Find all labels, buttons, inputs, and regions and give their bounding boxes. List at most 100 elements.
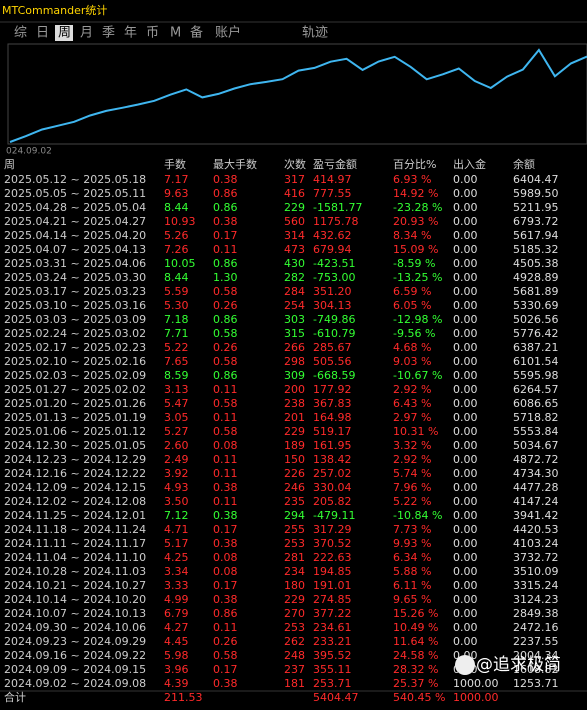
cell: 0.00: [453, 383, 478, 396]
cell: 6264.57: [513, 383, 559, 396]
cell: 266: [284, 341, 305, 354]
cell: 254: [284, 299, 305, 312]
cell: 4872.72: [513, 453, 559, 466]
cell: 0.00: [453, 453, 478, 466]
cell: 2025.03.10 ~ 2025.03.16: [4, 299, 146, 312]
cell: 416: [284, 187, 305, 200]
cell: 0.00: [453, 565, 478, 578]
chart-frame: [7, 43, 587, 145]
cell: 253.71: [313, 677, 352, 690]
cell: 6.59 %: [393, 285, 431, 298]
cell: 2024.10.28 ~ 2024.11.03: [4, 565, 146, 578]
cell: 0.00: [453, 285, 478, 298]
total-cell: 540.45 %: [393, 691, 445, 704]
cell: 303: [284, 313, 305, 326]
total-cell: 211.53: [164, 691, 203, 704]
cell: 0.38: [213, 481, 238, 494]
tab[interactable]: 币: [146, 26, 159, 41]
cell: 138.42: [313, 453, 352, 466]
cell: 8.44: [164, 201, 189, 214]
tab[interactable]: 备: [190, 25, 203, 41]
cell: 3.96: [164, 663, 189, 676]
tab[interactable]: 周: [58, 26, 71, 41]
cell: 5989.50: [513, 187, 559, 200]
cell: 3.50: [164, 495, 189, 508]
cell: 5.17: [164, 537, 189, 550]
cell: 3732.72: [513, 551, 559, 564]
cell: 5681.89: [513, 285, 559, 298]
cell: 2.49: [164, 453, 189, 466]
cell: 161.95: [313, 439, 352, 452]
cell: 2024.09.02 ~ 2024.09.08: [4, 677, 146, 690]
cell: -8.59 %: [393, 257, 435, 270]
cell: 7.26: [164, 243, 189, 256]
cell: 0.00: [453, 523, 478, 536]
cell: 0.11: [213, 243, 238, 256]
watermark-text: @追求极简: [476, 655, 561, 675]
cell: -10.84 %: [393, 509, 442, 522]
cell: 0.11: [213, 621, 238, 634]
cell: 2025.04.28 ~ 2025.05.04: [4, 201, 146, 214]
cell: 5.22: [164, 341, 189, 354]
cell: 2025.02.24 ~ 2025.03.02: [4, 327, 146, 340]
cell: 0.00: [453, 621, 478, 634]
cell: 2025.04.14 ~ 2025.04.20: [4, 229, 146, 242]
cell: 0.00: [453, 607, 478, 620]
total-cell: 5404.47: [313, 691, 359, 704]
tab[interactable]: 账户: [215, 25, 241, 41]
cell: 3.32 %: [393, 439, 431, 452]
cell: 4.45: [164, 635, 189, 648]
tab[interactable]: 季: [102, 26, 115, 41]
cell: 2024.12.23 ~ 2024.12.29: [4, 453, 146, 466]
cell: 229: [284, 425, 305, 438]
cell: 9.03 %: [393, 355, 431, 368]
tab[interactable]: 月: [80, 26, 93, 41]
cell: 5.27: [164, 425, 189, 438]
cell: 0.00: [453, 271, 478, 284]
cell: 2025.03.24 ~ 2025.03.30: [4, 271, 146, 284]
tab[interactable]: 日: [36, 26, 49, 41]
cell: 6404.47: [513, 173, 559, 186]
cell: -668.59: [313, 369, 355, 382]
cell: 285.67: [313, 341, 352, 354]
tab[interactable]: 轨迹: [302, 26, 328, 41]
cell: 7.18: [164, 313, 189, 326]
cell: 5.22 %: [393, 495, 431, 508]
cell: 4477.28: [513, 481, 559, 494]
cell: 2024.09.23 ~ 2024.09.29: [4, 635, 146, 648]
title: MTCommander统计: [2, 4, 107, 17]
cell: 4.99: [164, 593, 189, 606]
cell: 0.00: [453, 537, 478, 550]
cell: 0.00: [453, 229, 478, 242]
cell: 2025.01.13 ~ 2025.01.19: [4, 411, 146, 424]
cell: 0.08: [213, 439, 238, 452]
cell: 0.00: [453, 299, 478, 312]
cell: 8.34 %: [393, 229, 431, 242]
cell: 0.00: [453, 173, 478, 186]
cell: 0.86: [213, 187, 238, 200]
cell: 0.00: [453, 593, 478, 606]
cell: 274.85: [313, 593, 352, 606]
cell: 2024.09.09 ~ 2024.09.15: [4, 663, 146, 676]
cell: 2.92 %: [393, 383, 431, 396]
cell: 0.58: [213, 397, 238, 410]
cell: 395.52: [313, 649, 352, 662]
cell: 5.26: [164, 229, 189, 242]
tab[interactable]: 年: [124, 26, 137, 41]
cell: 11.64 %: [393, 635, 438, 648]
tab[interactable]: M: [170, 26, 181, 41]
cell: 4103.24: [513, 537, 559, 550]
cell: 3510.09: [513, 565, 559, 578]
cell: 3124.23: [513, 593, 559, 606]
cell: 5330.69: [513, 299, 559, 312]
cell: 10.93: [164, 215, 196, 228]
cell: 7.17: [164, 173, 189, 186]
cell: 0.11: [213, 495, 238, 508]
cell: 235: [284, 495, 305, 508]
cell: 10.49 %: [393, 621, 438, 634]
cell: 0.00: [453, 579, 478, 592]
cell: 2025.01.27 ~ 2025.02.02: [4, 383, 146, 396]
cell: 0.86: [213, 257, 238, 270]
tab[interactable]: 综: [14, 26, 27, 41]
